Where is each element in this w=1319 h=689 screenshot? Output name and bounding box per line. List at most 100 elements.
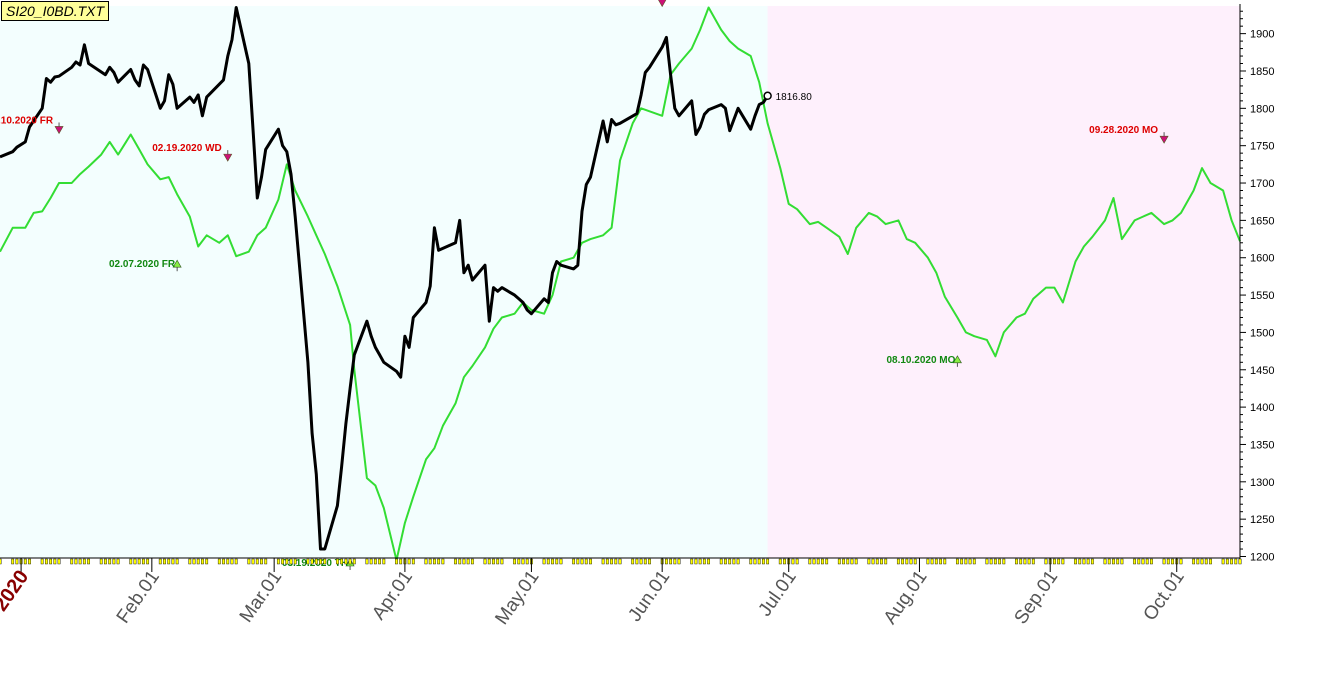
x-day-tick (217, 558, 221, 565)
x-day-tick (310, 558, 314, 565)
x-day-tick (639, 558, 643, 565)
x-day-tick (289, 558, 293, 565)
x-day-tick (23, 558, 27, 565)
x-day-tick (454, 558, 457, 565)
x-day-tick (517, 558, 521, 565)
x-day-tick (964, 558, 968, 565)
x-day-tick (87, 558, 90, 565)
x-day-tick (1015, 558, 1018, 565)
x-day-tick (669, 558, 673, 565)
x-day-tick (1002, 558, 1006, 565)
x-day-tick (719, 558, 723, 565)
trough-annotation: 02.07.2020 FR (109, 259, 182, 272)
x-day-tick (580, 558, 584, 565)
x-day-tick (492, 558, 495, 565)
x-day-tick (163, 558, 166, 565)
x-day-tick (525, 558, 529, 565)
x-day-tick (340, 558, 344, 565)
x-day-tick (378, 558, 381, 565)
x-day-tick (901, 558, 904, 565)
x-day-tick (546, 558, 550, 565)
x-day-tick (1150, 558, 1153, 565)
x-day-tick (1162, 558, 1166, 565)
x-day-tick (137, 558, 141, 565)
peak-annotation: 09.28.2020 MO (1089, 125, 1169, 144)
x-day-tick (365, 558, 369, 565)
x-day-tick (99, 558, 103, 565)
x-day-tick (677, 558, 681, 565)
x-day-tick (610, 558, 613, 565)
peak-label: 02.19.2020 WD (152, 143, 222, 154)
x-day-tick (521, 558, 525, 565)
x-day-tick (749, 558, 753, 565)
x-day-tick (1120, 558, 1124, 565)
x-day-tick (930, 558, 934, 565)
x-day-tick (821, 558, 824, 565)
x-day-tick (437, 558, 441, 565)
x-day-tick (1221, 558, 1225, 565)
y-tick-label: 1400 (1250, 402, 1274, 414)
x-day-tick (40, 558, 44, 565)
x-day-tick (112, 558, 116, 565)
x-day-tick (724, 558, 727, 565)
y-tick-label: 1350 (1250, 439, 1274, 451)
x-month-label: Sep.01 (1011, 567, 1063, 628)
x-day-tick (142, 558, 145, 565)
x-day-tick (1107, 558, 1111, 565)
peak-annotation: 02.19.2020 WD (152, 143, 233, 162)
x-day-tick (795, 558, 799, 565)
x-month-label: Apr.01 (368, 567, 417, 624)
x-day-tick (846, 558, 850, 565)
x-day-tick (1074, 558, 1077, 565)
x-day-tick (694, 558, 698, 565)
x-day-tick (281, 558, 284, 565)
x-day-tick (690, 558, 694, 565)
x-day-tick (336, 558, 339, 565)
history-region (0, 6, 768, 558)
pivot-annotations: 01.10.2020 FR 02.07.2020 FR 02.19.2020 WD 0… (0, 0, 1169, 570)
x-day-tick (1031, 558, 1035, 565)
last-price-marker (763, 91, 772, 101)
x-day-tick (673, 558, 677, 565)
x-day-tick (255, 558, 259, 565)
x-day-tick (78, 558, 82, 565)
x-day-tick (205, 558, 209, 565)
x-day-tick (943, 558, 947, 565)
x-day-tick (44, 558, 48, 565)
x-day-tick (1209, 558, 1212, 565)
peak-marker (658, 0, 667, 8)
x-day-tick (1078, 558, 1082, 565)
x-day-tick (306, 558, 310, 565)
x-day-tick (53, 558, 57, 565)
x-day-tick (11, 558, 15, 565)
x-day-tick (926, 558, 930, 565)
trough-annotation: 03.19.2020 TH (282, 558, 355, 570)
x-day-tick (49, 558, 53, 565)
x-day-tick (542, 558, 546, 565)
x-day-tick (913, 558, 917, 565)
trough-marker (172, 259, 182, 268)
x-day-tick (167, 558, 171, 565)
x-day-tick (837, 558, 841, 565)
x-day-tick (614, 558, 618, 565)
x-day-tick (399, 558, 403, 565)
x-month-label: May.01 (491, 567, 543, 629)
x-day-tick (808, 558, 812, 565)
x-day-tick (909, 558, 913, 565)
price-series: 1816.80 (0, 6, 813, 551)
peak-marker (1159, 135, 1169, 144)
last-price-label: 1816.80 (776, 92, 813, 103)
peak-label: 09.28.2020 MO (1089, 125, 1158, 136)
x-day-tick (854, 558, 858, 565)
trough-marker (952, 355, 962, 364)
x-day-tick (584, 558, 588, 565)
x-day-tick (1225, 558, 1229, 565)
x-day-tick (470, 558, 474, 565)
x-day-tick (732, 558, 736, 565)
x-day-tick (753, 558, 757, 565)
x-day-tick (369, 558, 373, 565)
x-day-tick (871, 558, 875, 565)
y-tick-label: 1450 (1250, 365, 1274, 377)
x-day-tick (348, 558, 352, 565)
x-day-tick (133, 558, 137, 565)
